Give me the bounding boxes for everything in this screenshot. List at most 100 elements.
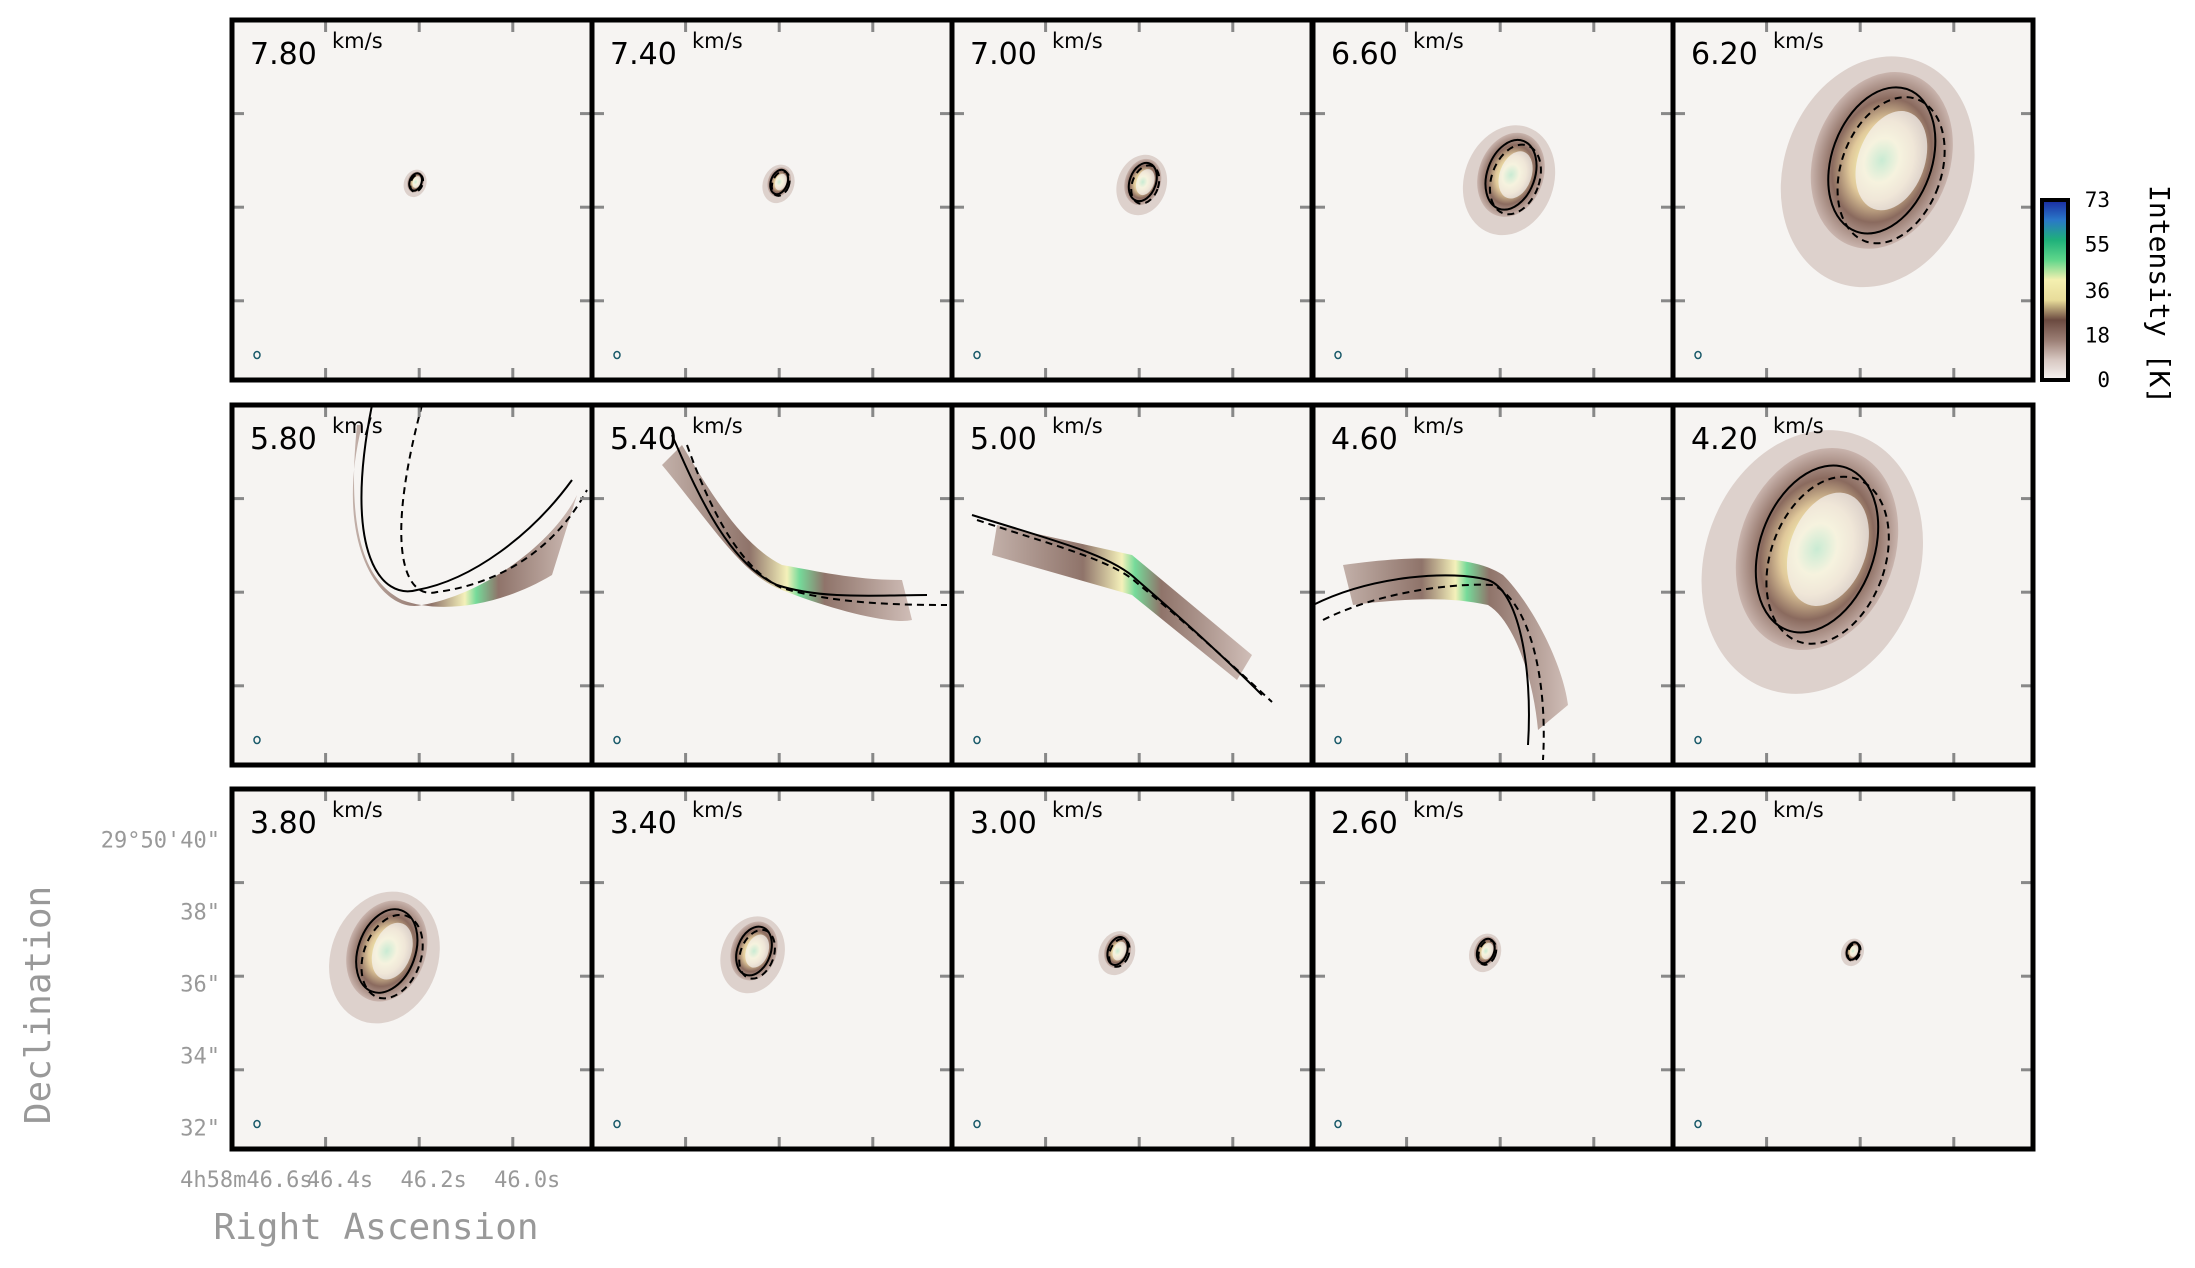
colorbar-tick-label: 18 xyxy=(2085,324,2110,348)
beam-marker xyxy=(973,735,981,745)
velocity-unit: km/s xyxy=(332,798,383,822)
model-contour-solid xyxy=(1827,86,1937,235)
beam-marker xyxy=(613,735,621,745)
y-tick-label: 38" xyxy=(180,900,220,925)
y-tick-label: 29°50'40" xyxy=(101,828,220,853)
velocity-unit: km/s xyxy=(692,414,743,438)
velocity-unit: km/s xyxy=(332,414,383,438)
beam-marker xyxy=(1694,350,1702,360)
channel-panel: 7.40 km/s xyxy=(589,17,955,383)
channel-panel: 3.00 km/s xyxy=(949,786,1315,1152)
velocity-unit: km/s xyxy=(1773,798,1824,822)
channel-panel: 4.20 km/s xyxy=(1670,402,2036,768)
colorbar-tick-label: 55 xyxy=(2085,232,2110,256)
beam-marker xyxy=(1334,350,1342,360)
model-contour-dashed xyxy=(1108,937,1131,968)
panel-frame xyxy=(1670,786,2036,1152)
model-contour-dashed xyxy=(400,405,588,594)
inner-hole xyxy=(1498,151,1533,199)
velocity-label: 5.80 xyxy=(250,422,317,457)
panel-frame xyxy=(1670,402,2036,768)
y-tick-label: 34" xyxy=(180,1044,220,1069)
colorbar: 0 18 36 55 73 Intensity [K] xyxy=(2040,185,2176,404)
panel-background xyxy=(1673,789,2033,1149)
velocity-label: 4.20 xyxy=(1691,422,1758,457)
inner-hole xyxy=(371,922,413,980)
beam-marker xyxy=(1334,735,1342,745)
velocity-unit: km/s xyxy=(1773,414,1824,438)
colorbar-tick-label: 36 xyxy=(2085,279,2110,303)
y-tick-label: 36" xyxy=(180,972,220,997)
velocity-unit: km/s xyxy=(692,798,743,822)
velocity-label: 5.40 xyxy=(610,422,677,457)
velocity-unit: km/s xyxy=(332,29,383,53)
beam-marker xyxy=(1334,1119,1342,1129)
channel-panel: 5.00 km/s xyxy=(949,402,1315,768)
beam-marker xyxy=(973,350,981,360)
channel-panel: 4.60 km/s xyxy=(1310,402,1676,768)
velocity-label: 3.00 xyxy=(970,806,1037,841)
velocity-label: 2.60 xyxy=(1331,806,1398,841)
x-axis-label: Right Ascension xyxy=(213,1207,538,1248)
channel-panel: 2.60 km/s xyxy=(1310,786,1676,1152)
model-contour-solid xyxy=(971,514,1263,696)
emission-arc xyxy=(992,525,1252,680)
velocity-unit: km/s xyxy=(1413,29,1464,53)
panel-frame xyxy=(1670,17,2036,383)
velocity-unit: km/s xyxy=(1052,414,1103,438)
channel-panel: 7.80 km/s xyxy=(229,17,595,383)
inner-hole xyxy=(745,934,770,968)
velocity-label: 7.80 xyxy=(250,37,317,72)
inner-hole xyxy=(1849,945,1859,957)
inner-hole xyxy=(412,176,422,188)
velocity-unit: km/s xyxy=(1052,29,1103,53)
model-contour-solid xyxy=(1106,936,1129,966)
velocity-unit: km/s xyxy=(1413,798,1464,822)
panels-group: 7.80 km/s 7.40 km/s 7.00 km/s 6.60 km/s 6.20 km/s… xyxy=(229,17,2036,1152)
x-tick-label: 46.4s xyxy=(307,1168,373,1193)
inner-hole xyxy=(1112,941,1127,961)
velocity-label: 4.60 xyxy=(1331,422,1398,457)
velocity-label: 3.40 xyxy=(610,806,677,841)
channel-panel: 7.00 km/s xyxy=(949,17,1315,383)
beam-marker xyxy=(1694,735,1702,745)
beam-marker xyxy=(253,1119,261,1129)
model-contour-dashed xyxy=(976,519,1273,703)
model-contour-solid xyxy=(1754,464,1880,634)
channel-panel: 6.20 km/s xyxy=(1670,17,2036,383)
beam-marker xyxy=(973,1119,981,1129)
velocity-unit: km/s xyxy=(1052,798,1103,822)
panel-background xyxy=(1313,789,1673,1149)
panel-background xyxy=(952,789,1312,1149)
colorbar-tick-label: 0 xyxy=(2097,368,2110,392)
velocity-unit: km/s xyxy=(1413,414,1464,438)
velocity-label: 6.60 xyxy=(1331,37,1398,72)
velocity-label: 3.80 xyxy=(250,806,317,841)
model-contour-dashed xyxy=(409,173,425,193)
emission-arc xyxy=(662,445,912,621)
channel-panel: 6.60 km/s xyxy=(1310,17,1676,383)
inner-hole xyxy=(1786,492,1869,607)
beam-marker xyxy=(613,350,621,360)
model-contour-dashed xyxy=(1765,475,1890,645)
inner-hole xyxy=(1855,111,1928,211)
model-contour-solid xyxy=(1313,574,1530,746)
model-contour-solid xyxy=(360,405,573,593)
model-contour-dashed xyxy=(1322,583,1545,761)
beam-marker xyxy=(253,350,261,360)
beam-marker xyxy=(253,735,261,745)
velocity-label: 2.20 xyxy=(1691,806,1758,841)
model-contour-dashed xyxy=(686,444,948,606)
velocity-unit: km/s xyxy=(692,29,743,53)
beam-marker xyxy=(1694,1119,1702,1129)
x-tick-label: 4h58m46.6s xyxy=(180,1168,312,1193)
channel-panel: 3.80 km/s xyxy=(229,786,595,1152)
model-contour-dashed xyxy=(770,170,791,197)
model-contour-solid xyxy=(355,908,419,994)
colorbar-tick-label: 73 xyxy=(2085,188,2110,212)
channel-panel: 3.40 km/s xyxy=(589,786,955,1152)
y-axis-label: Declination xyxy=(18,886,59,1124)
x-tick-label: 46.2s xyxy=(400,1168,466,1193)
channel-panel: 5.80 km/s xyxy=(229,402,595,768)
